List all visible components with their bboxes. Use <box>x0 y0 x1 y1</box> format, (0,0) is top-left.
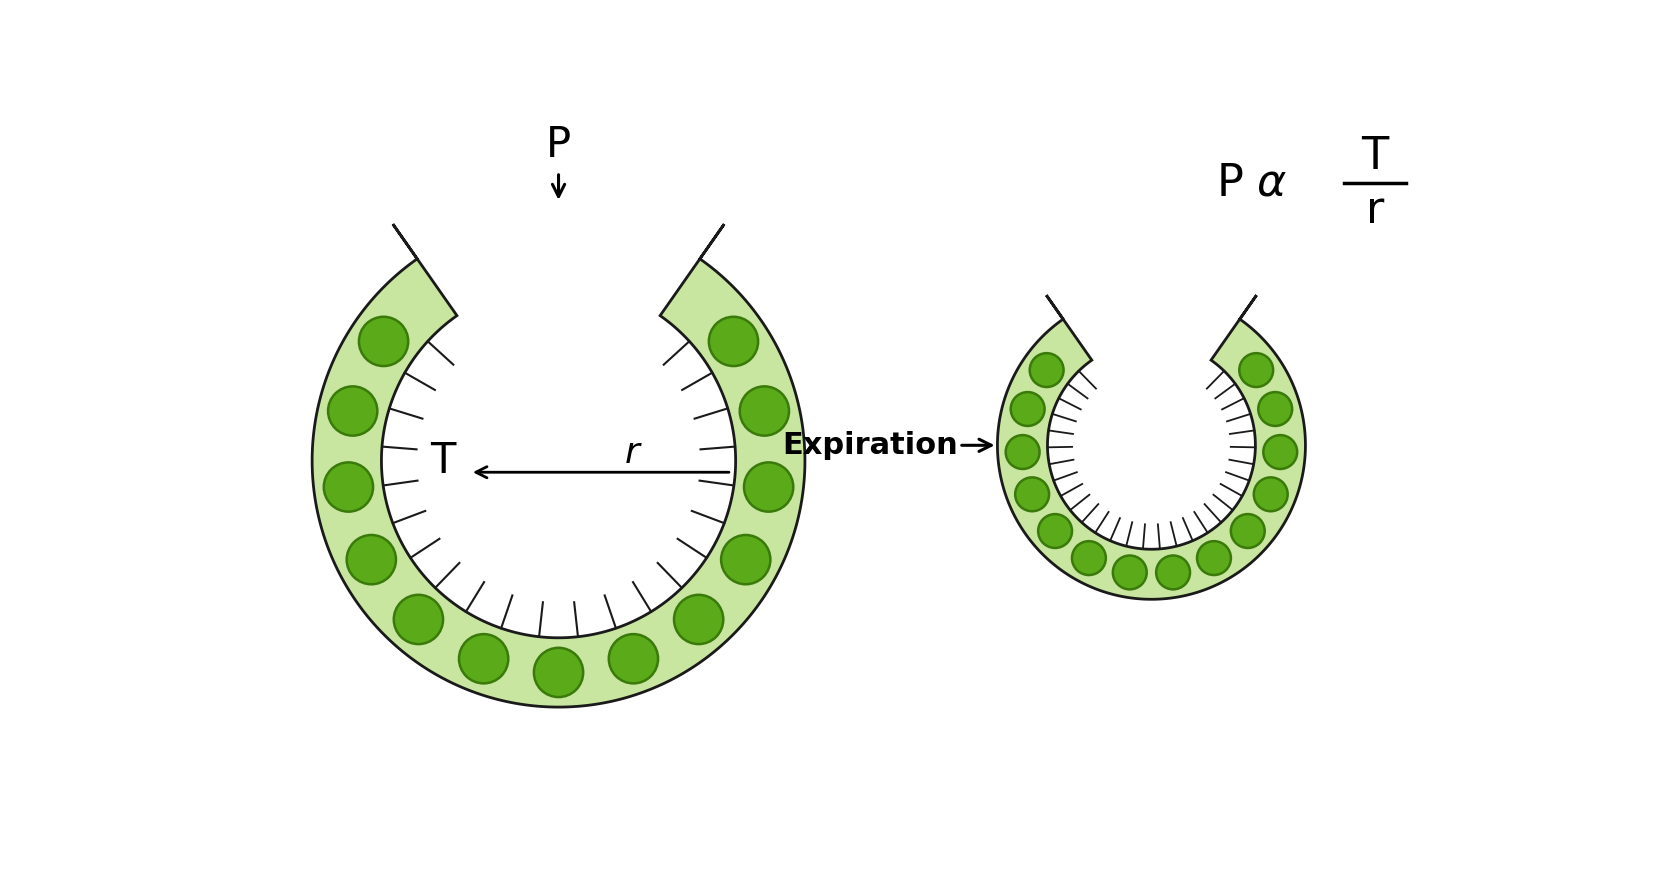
Circle shape <box>1239 353 1274 387</box>
Circle shape <box>674 595 723 644</box>
Circle shape <box>1264 435 1297 469</box>
Circle shape <box>708 317 758 366</box>
Circle shape <box>1006 435 1039 469</box>
Circle shape <box>534 648 584 697</box>
Circle shape <box>743 463 793 512</box>
Text: r: r <box>624 436 639 470</box>
Circle shape <box>1197 541 1231 575</box>
Circle shape <box>328 387 378 435</box>
Circle shape <box>1038 515 1073 548</box>
Circle shape <box>722 535 770 584</box>
Circle shape <box>359 317 407 366</box>
Circle shape <box>394 595 442 644</box>
Circle shape <box>459 634 509 684</box>
Circle shape <box>740 387 788 435</box>
Text: Expiration: Expiration <box>783 431 958 460</box>
Polygon shape <box>313 224 805 707</box>
Circle shape <box>324 463 373 512</box>
Circle shape <box>1014 478 1049 511</box>
Text: P $\alpha$: P $\alpha$ <box>1216 162 1287 205</box>
Circle shape <box>1156 556 1191 589</box>
Circle shape <box>609 634 659 684</box>
Circle shape <box>1073 541 1106 575</box>
Polygon shape <box>998 295 1305 599</box>
Circle shape <box>1231 515 1266 548</box>
Text: T: T <box>1360 135 1389 178</box>
Circle shape <box>1259 392 1292 426</box>
Circle shape <box>1011 392 1044 426</box>
Text: T: T <box>431 440 456 482</box>
Text: r: r <box>1365 189 1384 232</box>
Circle shape <box>1254 478 1287 511</box>
Circle shape <box>346 535 396 584</box>
Text: P: P <box>545 124 570 166</box>
Circle shape <box>1113 556 1147 589</box>
Circle shape <box>1029 353 1064 387</box>
